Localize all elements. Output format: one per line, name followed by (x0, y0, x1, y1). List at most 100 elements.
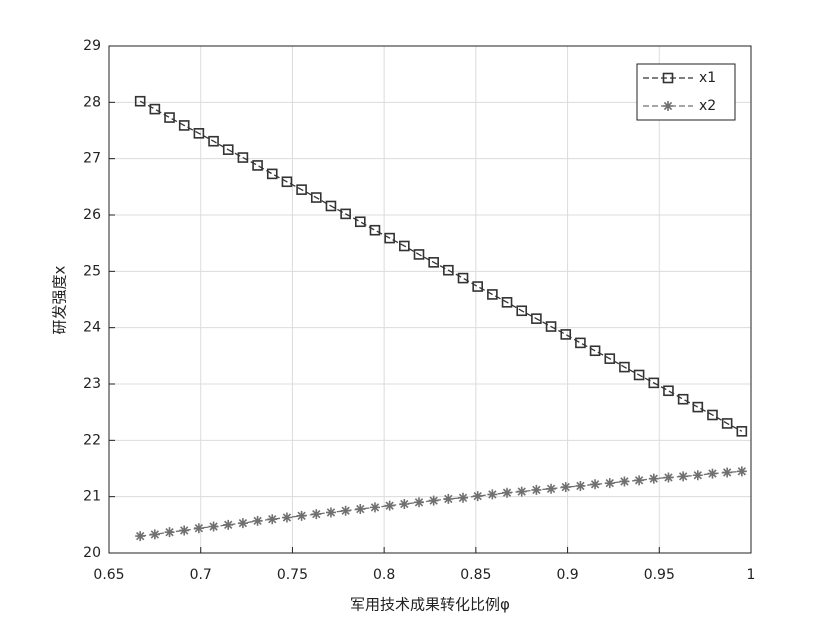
marker (369, 502, 380, 513)
marker (722, 467, 733, 478)
marker (208, 521, 219, 532)
marker (384, 500, 395, 511)
marker (502, 487, 513, 498)
marker (678, 471, 689, 482)
y-tick-label: 21 (83, 489, 101, 505)
y-tick-label: 23 (83, 376, 101, 392)
marker (736, 466, 747, 477)
x-axis-label: 军用技术成果转化比例φ (350, 596, 510, 614)
marker (604, 478, 615, 489)
marker (692, 401, 704, 413)
y-tick-label: 29 (83, 38, 101, 54)
marker (237, 152, 249, 163)
y-tick-label: 22 (83, 432, 101, 448)
marker (677, 393, 689, 405)
marker (252, 160, 263, 171)
marker (134, 95, 146, 107)
marker (237, 518, 248, 529)
marker (560, 482, 571, 493)
y-tick-label: 26 (83, 207, 101, 223)
marker (354, 216, 366, 228)
marker (164, 112, 175, 123)
marker (355, 504, 366, 515)
marker (516, 486, 527, 497)
marker (325, 200, 337, 212)
legend-box (636, 63, 736, 121)
marker (193, 128, 205, 139)
series-line (139, 100, 743, 432)
marker (663, 101, 673, 111)
y-tick-label: 28 (83, 94, 101, 110)
marker (457, 272, 469, 284)
marker (721, 418, 733, 429)
marker (281, 512, 292, 523)
marker (296, 510, 307, 521)
marker (633, 369, 645, 381)
plot-frame (108, 45, 752, 554)
marker (208, 135, 219, 147)
marker (662, 72, 674, 84)
y-tick-label: 20 (83, 545, 101, 561)
marker (340, 505, 351, 516)
marker (648, 473, 659, 484)
marker (575, 337, 586, 349)
marker (164, 527, 175, 538)
marker (428, 495, 439, 506)
x-tick-label: 0.75 (277, 567, 308, 583)
marker (692, 470, 703, 481)
marker (399, 498, 410, 509)
marker (663, 385, 674, 397)
marker (222, 144, 234, 155)
marker (516, 305, 528, 317)
marker (369, 224, 381, 236)
marker (413, 249, 425, 260)
marker (619, 361, 630, 373)
marker (707, 409, 718, 421)
x-tick-label: 0.9 (556, 567, 578, 583)
marker (531, 313, 542, 324)
marker (531, 484, 542, 495)
x-tick-label: 0.8 (373, 567, 395, 583)
marker (281, 176, 293, 188)
marker (149, 103, 161, 115)
marker (399, 240, 410, 252)
x-tick-label: 0.85 (460, 567, 491, 583)
marker (266, 168, 278, 180)
marker (458, 492, 469, 503)
marker (223, 519, 234, 530)
marker (311, 509, 322, 520)
x-tick-label: 1 (747, 567, 756, 583)
marker (634, 475, 645, 486)
marker (648, 377, 660, 389)
marker (575, 480, 586, 491)
marker (296, 184, 307, 195)
marker (340, 208, 351, 220)
marker (252, 515, 263, 526)
marker (663, 472, 674, 483)
marker (443, 493, 454, 504)
marker (443, 264, 454, 276)
y-tick-label: 27 (83, 151, 101, 167)
legend: x1 x2 (636, 63, 736, 121)
marker (472, 281, 483, 292)
legend-label: x2 (699, 98, 716, 114)
y-tick-label: 25 (83, 263, 101, 279)
marker (546, 483, 557, 494)
marker (325, 507, 336, 518)
marker (560, 329, 572, 340)
marker (487, 289, 498, 300)
marker (384, 232, 395, 244)
marker (149, 529, 160, 540)
marker (619, 476, 630, 487)
marker (501, 297, 513, 308)
marker (428, 257, 439, 268)
marker (178, 120, 190, 131)
marker (590, 479, 601, 490)
marker (604, 353, 616, 364)
marker (193, 523, 204, 534)
marker (487, 489, 498, 500)
marker (267, 514, 278, 525)
y-axis-label: 研发强度x (51, 265, 69, 334)
x-tick-label: 0.95 (644, 567, 675, 583)
